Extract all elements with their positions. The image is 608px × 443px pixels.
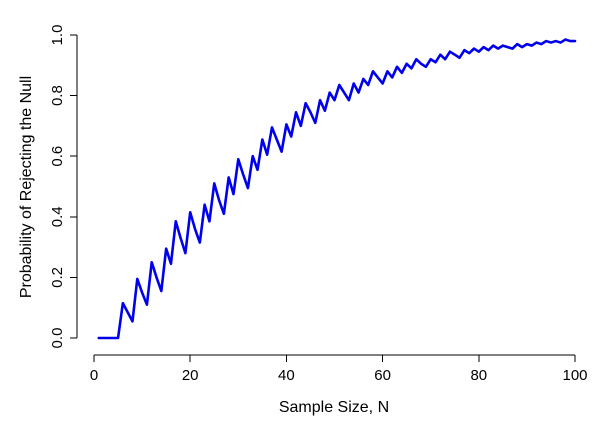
y-tick-label: 0.2 xyxy=(49,267,66,288)
y-tick-label: 1.0 xyxy=(49,25,66,46)
y-tick-label: 0.8 xyxy=(49,85,66,106)
x-tick-label: 20 xyxy=(182,367,199,384)
x-tick-label: 60 xyxy=(374,367,391,384)
axes: 0 20 40 60 80 100 0.0 0.2 0.4 0.6 0.8 1.0 xyxy=(49,25,588,384)
x-tick-label: 100 xyxy=(562,367,587,384)
y-tick-label: 0.6 xyxy=(49,146,66,167)
series-line xyxy=(97,38,577,340)
y-tick-label: 0.0 xyxy=(49,328,66,349)
x-axis-title: Sample Size, N xyxy=(279,399,389,416)
y-tick-label: 0.4 xyxy=(49,206,66,227)
x-tick-label: 0 xyxy=(90,367,98,384)
x-tick-label: 80 xyxy=(470,367,487,384)
plot-area xyxy=(97,38,577,340)
y-axis-title: Probability of Rejecting the Null xyxy=(18,76,35,298)
x-tick-label: 40 xyxy=(278,367,295,384)
